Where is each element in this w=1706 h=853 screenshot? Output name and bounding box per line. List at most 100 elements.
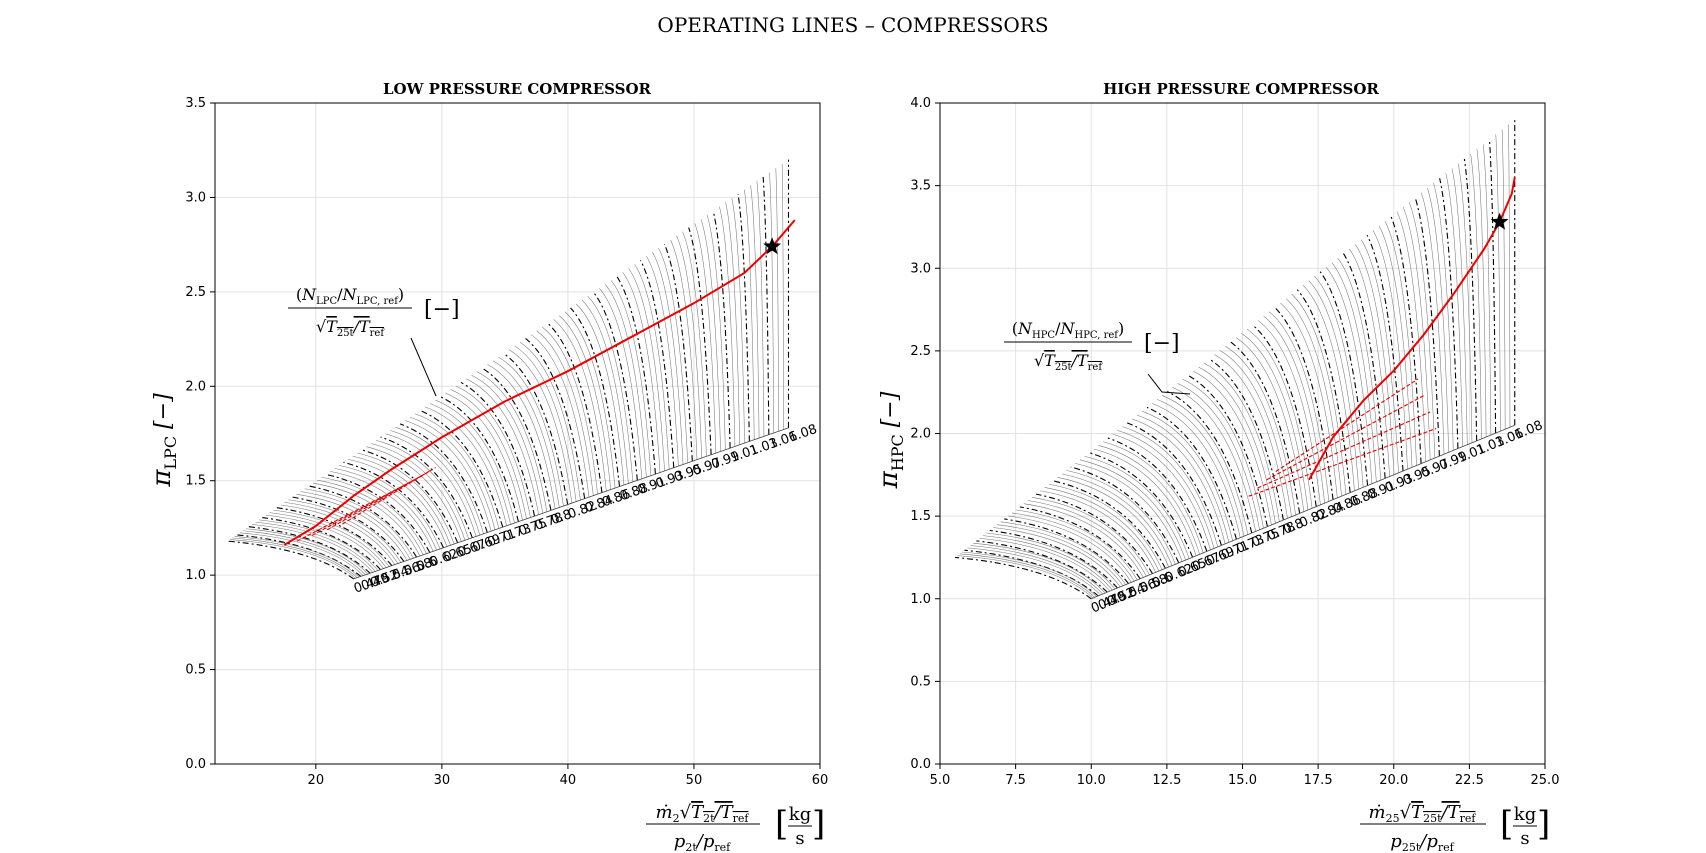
map-curve (242, 530, 366, 576)
map-curve (1378, 225, 1413, 468)
map-curve (1314, 276, 1364, 488)
speed-line (292, 496, 405, 562)
map-curve (1476, 149, 1487, 437)
speed-line (1035, 493, 1153, 574)
map-curve (321, 477, 427, 554)
speed-line (1343, 253, 1386, 479)
map-curve (1000, 521, 1126, 585)
map-curve (1193, 370, 1272, 525)
speed-label: 1.08 (1513, 418, 1545, 443)
map-curve (1044, 487, 1160, 572)
map-curve (375, 439, 469, 540)
map-curve (232, 537, 358, 578)
speed-label: 0.6 (1150, 570, 1175, 592)
speed-line (616, 276, 656, 475)
map-curve (404, 420, 492, 532)
map-curve (514, 345, 577, 502)
map-curve (1011, 512, 1135, 582)
map-curve (1408, 202, 1436, 459)
transient-line (311, 474, 424, 536)
map-curve (542, 326, 598, 495)
operating-line (1308, 177, 1516, 481)
map-curve (986, 532, 1116, 590)
svg-text:[−]: [−] (1144, 331, 1180, 356)
hpc-x-ticks: 5.0 7.5 10.0 12.5 15.0 17.5 20.0 22.5 25.0 (930, 764, 1559, 788)
map-curve (1268, 311, 1330, 502)
lpc-operating-line (283, 219, 796, 546)
hpc-title: HIGH PRESSURE COMPRESSOR (1103, 80, 1379, 98)
map-curve (652, 252, 684, 465)
speed-line (1107, 437, 1208, 552)
map-curve (357, 452, 455, 545)
map-curve (234, 536, 360, 578)
map-curve (1302, 285, 1355, 491)
map-curve (1103, 441, 1204, 553)
speed-line (1319, 271, 1369, 486)
speed-line (547, 322, 603, 493)
map-curve (628, 268, 665, 471)
speed-line (1166, 390, 1253, 534)
speed-line (1252, 324, 1317, 507)
speed-line (1488, 139, 1497, 434)
lpc-x-ticks: 20 30 40 50 60 (308, 764, 828, 788)
map-curve (694, 223, 717, 454)
map-curve (255, 521, 376, 572)
map-curve (1122, 426, 1219, 547)
speed-line (325, 473, 431, 553)
speed-line (262, 517, 381, 570)
map-curve (1427, 187, 1449, 453)
speed-line (1390, 216, 1422, 464)
map-curve (424, 406, 507, 526)
x-tick-label: 30 (434, 773, 451, 788)
map-curve (1132, 418, 1226, 544)
map-curve (348, 458, 448, 547)
hpc-operating-line (1248, 177, 1516, 497)
speed-line (276, 507, 393, 567)
hpc-y-ticks: 0.0 0.5 1.0 1.5 2.0 2.5 3.0 3.5 4.0 (910, 96, 940, 772)
map-curve (317, 479, 424, 555)
speed-line (688, 227, 712, 455)
map-curve (564, 311, 616, 489)
speed-line (1296, 289, 1351, 493)
speed-line (1274, 306, 1334, 500)
map-curve (530, 334, 590, 498)
hpc-map (955, 119, 1516, 600)
map-curve (445, 392, 523, 521)
map-curve (1093, 448, 1197, 556)
operating-line (283, 219, 796, 546)
transient-line (342, 467, 436, 525)
map-curve (604, 284, 647, 478)
map-curve (1136, 414, 1230, 543)
speed-line (1366, 234, 1404, 472)
map-curve (1008, 515, 1132, 583)
map-curve (781, 163, 784, 430)
map-curve (1061, 473, 1173, 566)
x-tick-label: 20.0 (1379, 773, 1408, 788)
map-curve (429, 403, 511, 525)
svg-text:]: ] (1537, 804, 1550, 844)
svg-text:πLPC [−]: πLPC [−] (147, 393, 180, 488)
svg-text:√T25t/Tref: √T25t/Tref (316, 317, 385, 339)
hpc-chart: HIGH PRESSURE COMPRESSOR 5.0 7.5 10.0 12.5 1… (874, 80, 1559, 853)
map-curve (339, 465, 441, 550)
x-tick-label: 10.0 (1077, 773, 1106, 788)
svg-text:kg: kg (789, 804, 811, 825)
y-tick-label: 1.0 (185, 568, 206, 583)
map-curve (1291, 293, 1347, 495)
map-curve (252, 524, 373, 573)
map-curve (982, 535, 1113, 591)
map-curve (756, 181, 765, 437)
map-curve (1501, 129, 1506, 430)
map-curve (973, 542, 1106, 594)
y-tick-label: 1.5 (910, 509, 931, 524)
hpc-ylabel: πHPC [−] (874, 391, 907, 489)
map-curve (334, 468, 437, 551)
map-curve (1151, 403, 1241, 538)
design-point-star (763, 237, 782, 255)
map-curve (676, 235, 702, 458)
map-curve (706, 214, 726, 450)
speed-line (663, 243, 693, 462)
map-curve (1219, 350, 1292, 517)
svg-text:s: s (1520, 828, 1529, 849)
map-curve (1396, 211, 1426, 462)
